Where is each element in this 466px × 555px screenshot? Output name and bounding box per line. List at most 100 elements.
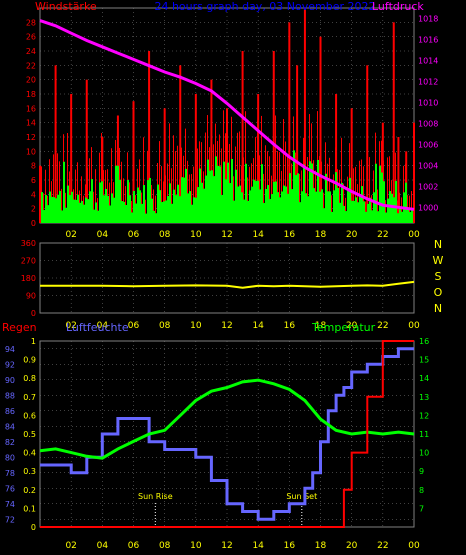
wind-mean-bar xyxy=(71,191,73,223)
wind-mean-bar xyxy=(147,180,149,223)
wind-mean-bar xyxy=(367,203,369,223)
wind-mean-bar xyxy=(379,165,381,223)
x-tick-label: 02 xyxy=(65,541,76,551)
wind-mean-bar xyxy=(331,211,333,223)
wind-mean-bar xyxy=(141,203,143,223)
wind-mean-bar xyxy=(73,199,75,223)
wind-mean-bar xyxy=(197,187,199,223)
rain-tick-label: 0.4 xyxy=(23,449,36,458)
wind-mean-bar xyxy=(365,211,367,223)
wind-gust-texture xyxy=(49,159,50,223)
wind-mean-bar xyxy=(227,162,229,223)
wind-mean-bar xyxy=(361,186,363,223)
x-tick-label: 18 xyxy=(315,321,327,331)
wind-mean-bar xyxy=(247,200,249,223)
wind-mean-bar xyxy=(371,210,373,223)
wind-mean-bar xyxy=(337,187,339,223)
wind-mean-bar xyxy=(229,183,231,223)
rain-tick-label: 0.9 xyxy=(23,356,36,365)
wind-mean-bar xyxy=(163,201,165,223)
x-tick-label: 18 xyxy=(315,541,327,551)
humidity-tick-label: 92 xyxy=(5,360,15,369)
wind-mean-bar xyxy=(395,180,397,223)
wind-mean-bar xyxy=(143,185,145,223)
wind-mean-bar xyxy=(89,191,91,223)
wind-gust-texture xyxy=(89,158,90,223)
wind-gust-texture xyxy=(259,155,260,223)
wind-mean-bar xyxy=(215,156,217,223)
wind-gust-texture xyxy=(211,116,212,223)
wind-tick-label: 16 xyxy=(26,104,36,113)
wind-gust-bar xyxy=(241,51,244,223)
wind-gust-texture xyxy=(109,182,110,223)
wind-gust-texture xyxy=(239,131,240,223)
wind-gust-texture xyxy=(329,157,330,223)
wind-mean-bar xyxy=(177,184,179,223)
wind-gust-bar xyxy=(288,22,291,224)
wind-mean-bar xyxy=(127,180,129,223)
wind-mean-bar xyxy=(45,194,47,223)
wind-gust-bar xyxy=(392,22,395,224)
wind-mean-bar xyxy=(175,195,177,223)
wind-mean-bar xyxy=(107,195,109,223)
x-tick-label: 06 xyxy=(128,321,140,331)
wind-gust-texture xyxy=(61,188,62,223)
wind-mean-bar xyxy=(283,185,285,223)
wind-mean-bar xyxy=(303,164,305,223)
wind-gust-texture xyxy=(57,153,58,223)
wind-mean-bar xyxy=(131,212,133,223)
wind-gust-texture xyxy=(257,120,258,223)
wind-mean-bar xyxy=(185,168,187,223)
wind-mean-bar xyxy=(289,173,291,223)
wind-mean-bar xyxy=(133,190,135,223)
wind-mean-bar xyxy=(233,200,235,223)
wind-tick-label: 12 xyxy=(26,133,36,142)
wind-gust-texture xyxy=(247,177,248,223)
wind-mean-bar xyxy=(53,197,55,223)
wind-mean-bar xyxy=(51,196,53,223)
wind-tick-label: 26 xyxy=(26,33,36,42)
x-tick-label: 12 xyxy=(221,230,232,240)
humidity-tick-label: 76 xyxy=(5,484,15,493)
wind-mean-bar xyxy=(91,179,93,223)
pressure-line xyxy=(39,19,415,211)
rain-tick-label: 0.1 xyxy=(23,504,36,513)
compass-label: N xyxy=(434,238,442,251)
wind-mean-bar xyxy=(87,199,89,223)
wind-mean-bar xyxy=(231,158,233,223)
wind-gust-texture xyxy=(93,191,94,223)
rain-tick-label: 1 xyxy=(31,337,36,346)
wind-gust-bar xyxy=(413,122,415,223)
temperature-tick-label: 9 xyxy=(419,467,424,476)
x-tick-label: 18 xyxy=(315,230,327,240)
wind-gust-texture xyxy=(237,132,238,223)
wind-mean-bar xyxy=(123,201,125,223)
x-tick-label: 22 xyxy=(377,541,388,551)
wind-mean-bar xyxy=(119,179,121,223)
rain-tick-label: 0.8 xyxy=(23,374,36,383)
humidity-tick-label: 78 xyxy=(5,469,15,478)
x-tick-label: 06 xyxy=(128,541,140,551)
wind-mean-bar xyxy=(295,175,297,223)
wind-gust-bar xyxy=(397,137,400,223)
wind-mean-bar xyxy=(407,209,409,223)
wind-mean-bar xyxy=(311,163,313,223)
x-tick-label: 00 xyxy=(408,321,420,331)
x-tick-label: 20 xyxy=(346,541,358,551)
wind-mean-bar xyxy=(179,196,181,223)
wind-mean-bar xyxy=(217,165,219,223)
wind-mean-bar xyxy=(411,208,413,223)
wind-gust-bar xyxy=(257,94,260,223)
wind-mean-bar xyxy=(159,190,161,223)
wind-gust-texture xyxy=(277,150,278,223)
wind-gust-bar xyxy=(303,8,306,223)
wind-gust-texture xyxy=(153,189,154,223)
direction-tick-label: 360 xyxy=(21,239,36,248)
wind-gust-texture xyxy=(285,141,286,223)
wind-gust-texture xyxy=(77,162,78,223)
pressure-tick-label: 1010 xyxy=(418,98,438,107)
wind-gust-texture xyxy=(101,133,102,223)
humidity-tick-label: 80 xyxy=(5,453,15,462)
wind-mean-bar xyxy=(301,191,303,223)
wind-mean-bar xyxy=(221,194,223,223)
